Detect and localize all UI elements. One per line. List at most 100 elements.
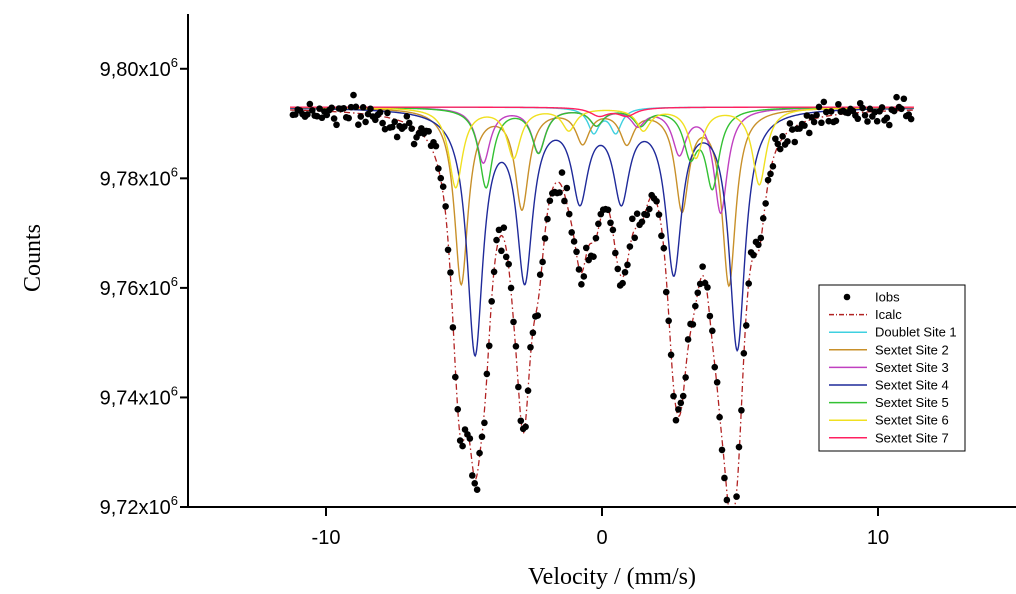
iobs-point	[679, 392, 687, 400]
iobs-point	[544, 215, 551, 223]
iobs-point	[444, 246, 452, 254]
iobs-point	[873, 117, 881, 125]
iobs-point	[485, 342, 493, 350]
iobs-point	[592, 234, 600, 242]
iobs-point	[408, 125, 415, 132]
iobs-point	[468, 472, 476, 479]
legend-label-sextet-site-7: Sextet Site 7	[875, 430, 949, 445]
iobs-point	[614, 265, 622, 273]
iobs-point	[629, 215, 636, 223]
iobs-point	[767, 170, 774, 178]
iobs-point	[835, 100, 842, 108]
iobs-point	[786, 120, 794, 127]
iobs-point	[764, 176, 772, 184]
iobs-point	[878, 104, 886, 111]
iobs-point	[861, 112, 869, 119]
iobs-point	[352, 103, 360, 111]
iobs-point	[367, 105, 374, 113]
x-tick-label: -10	[312, 527, 341, 549]
iobs-point	[696, 280, 704, 288]
iobs-point	[403, 113, 411, 120]
iobs-point	[568, 229, 575, 236]
iobs-point	[820, 98, 828, 106]
iobs-point	[740, 350, 748, 357]
iobs-point	[330, 115, 338, 122]
iobs-point	[493, 236, 500, 244]
iobs-point	[308, 107, 316, 114]
iobs-point	[660, 244, 668, 252]
iobs-point	[769, 163, 777, 170]
iobs-point	[304, 111, 311, 118]
legend-label-icalc: Icalc	[875, 307, 902, 322]
iobs-point	[498, 247, 505, 255]
iobs-point	[735, 443, 743, 451]
iobs-point	[653, 197, 660, 205]
iobs-point	[340, 105, 348, 112]
iobs-point	[854, 115, 862, 123]
iobs-point	[692, 302, 699, 310]
iobs-point	[604, 206, 612, 214]
iobs-point	[345, 114, 352, 122]
y-tick-label: 9,72x106	[100, 493, 178, 519]
iobs-point	[813, 111, 820, 119]
iobs-point	[372, 116, 379, 124]
iobs-point	[818, 119, 825, 127]
iobs-point	[437, 174, 445, 182]
iobs-point	[866, 105, 874, 113]
iobs-point	[318, 114, 326, 122]
iobs-point	[595, 220, 602, 228]
iobs-point	[347, 103, 355, 111]
iobs-point	[456, 437, 464, 444]
iobs-point	[759, 215, 767, 222]
iobs-point	[801, 122, 808, 129]
iobs-point	[662, 288, 670, 296]
iobs-point	[784, 138, 791, 145]
iobs-point	[742, 322, 750, 329]
iobs-point	[507, 284, 515, 292]
iobs-point	[626, 243, 634, 250]
legend-label-sextet-site-2: Sextet Site 2	[875, 342, 949, 357]
iobs-point	[439, 183, 447, 191]
iobs-point	[478, 433, 486, 441]
iobs-point	[556, 189, 563, 196]
iobs-point	[619, 279, 626, 287]
iobs-point	[675, 406, 682, 413]
iobs-point	[454, 406, 462, 413]
iobs-point	[435, 165, 442, 172]
iobs-point	[490, 268, 498, 276]
sextet-site-5-curve	[290, 106, 914, 191]
iobs-point	[483, 370, 491, 378]
x-tick-label: 10	[867, 527, 889, 549]
iobs-point	[447, 269, 454, 276]
iobs-point	[621, 268, 629, 276]
iobs-point	[466, 435, 474, 442]
iobs-point	[704, 284, 711, 291]
iobs-point	[822, 108, 830, 116]
iobs-point	[590, 253, 597, 260]
iobs-point	[459, 442, 466, 450]
iobs-point	[461, 426, 469, 433]
iobs-point	[733, 493, 740, 500]
iobs-point	[607, 219, 614, 227]
legend-label-doublet-site-1: Doublet Site 1	[875, 325, 957, 340]
iobs-point	[864, 118, 871, 125]
legend: Iobs Icalc Doublet Site 1 Sextet Site 2 Sext…	[818, 284, 966, 452]
iobs-point	[890, 107, 898, 115]
iobs-point	[355, 121, 362, 128]
iobs-point	[716, 413, 723, 421]
iobs-point	[832, 117, 840, 125]
iobs-point	[502, 253, 510, 261]
legend-label-iobs: Iobs	[875, 290, 900, 305]
y-ticks: 9,72x106 9,74x106 9,76x106 9,78x106 9,80x106	[100, 55, 188, 519]
iobs-point	[364, 110, 372, 118]
iobs-point	[750, 251, 757, 259]
iobs-point	[624, 261, 631, 269]
sextet-site-2-curve	[290, 107, 914, 288]
iobs-point	[672, 416, 680, 424]
iobs-point	[393, 133, 401, 141]
sextet-site-4-curve	[290, 107, 914, 358]
iobs-point	[350, 91, 357, 99]
iobs-point	[316, 105, 323, 112]
x-tick-label: 0	[596, 527, 607, 549]
iobs-point	[745, 280, 752, 287]
